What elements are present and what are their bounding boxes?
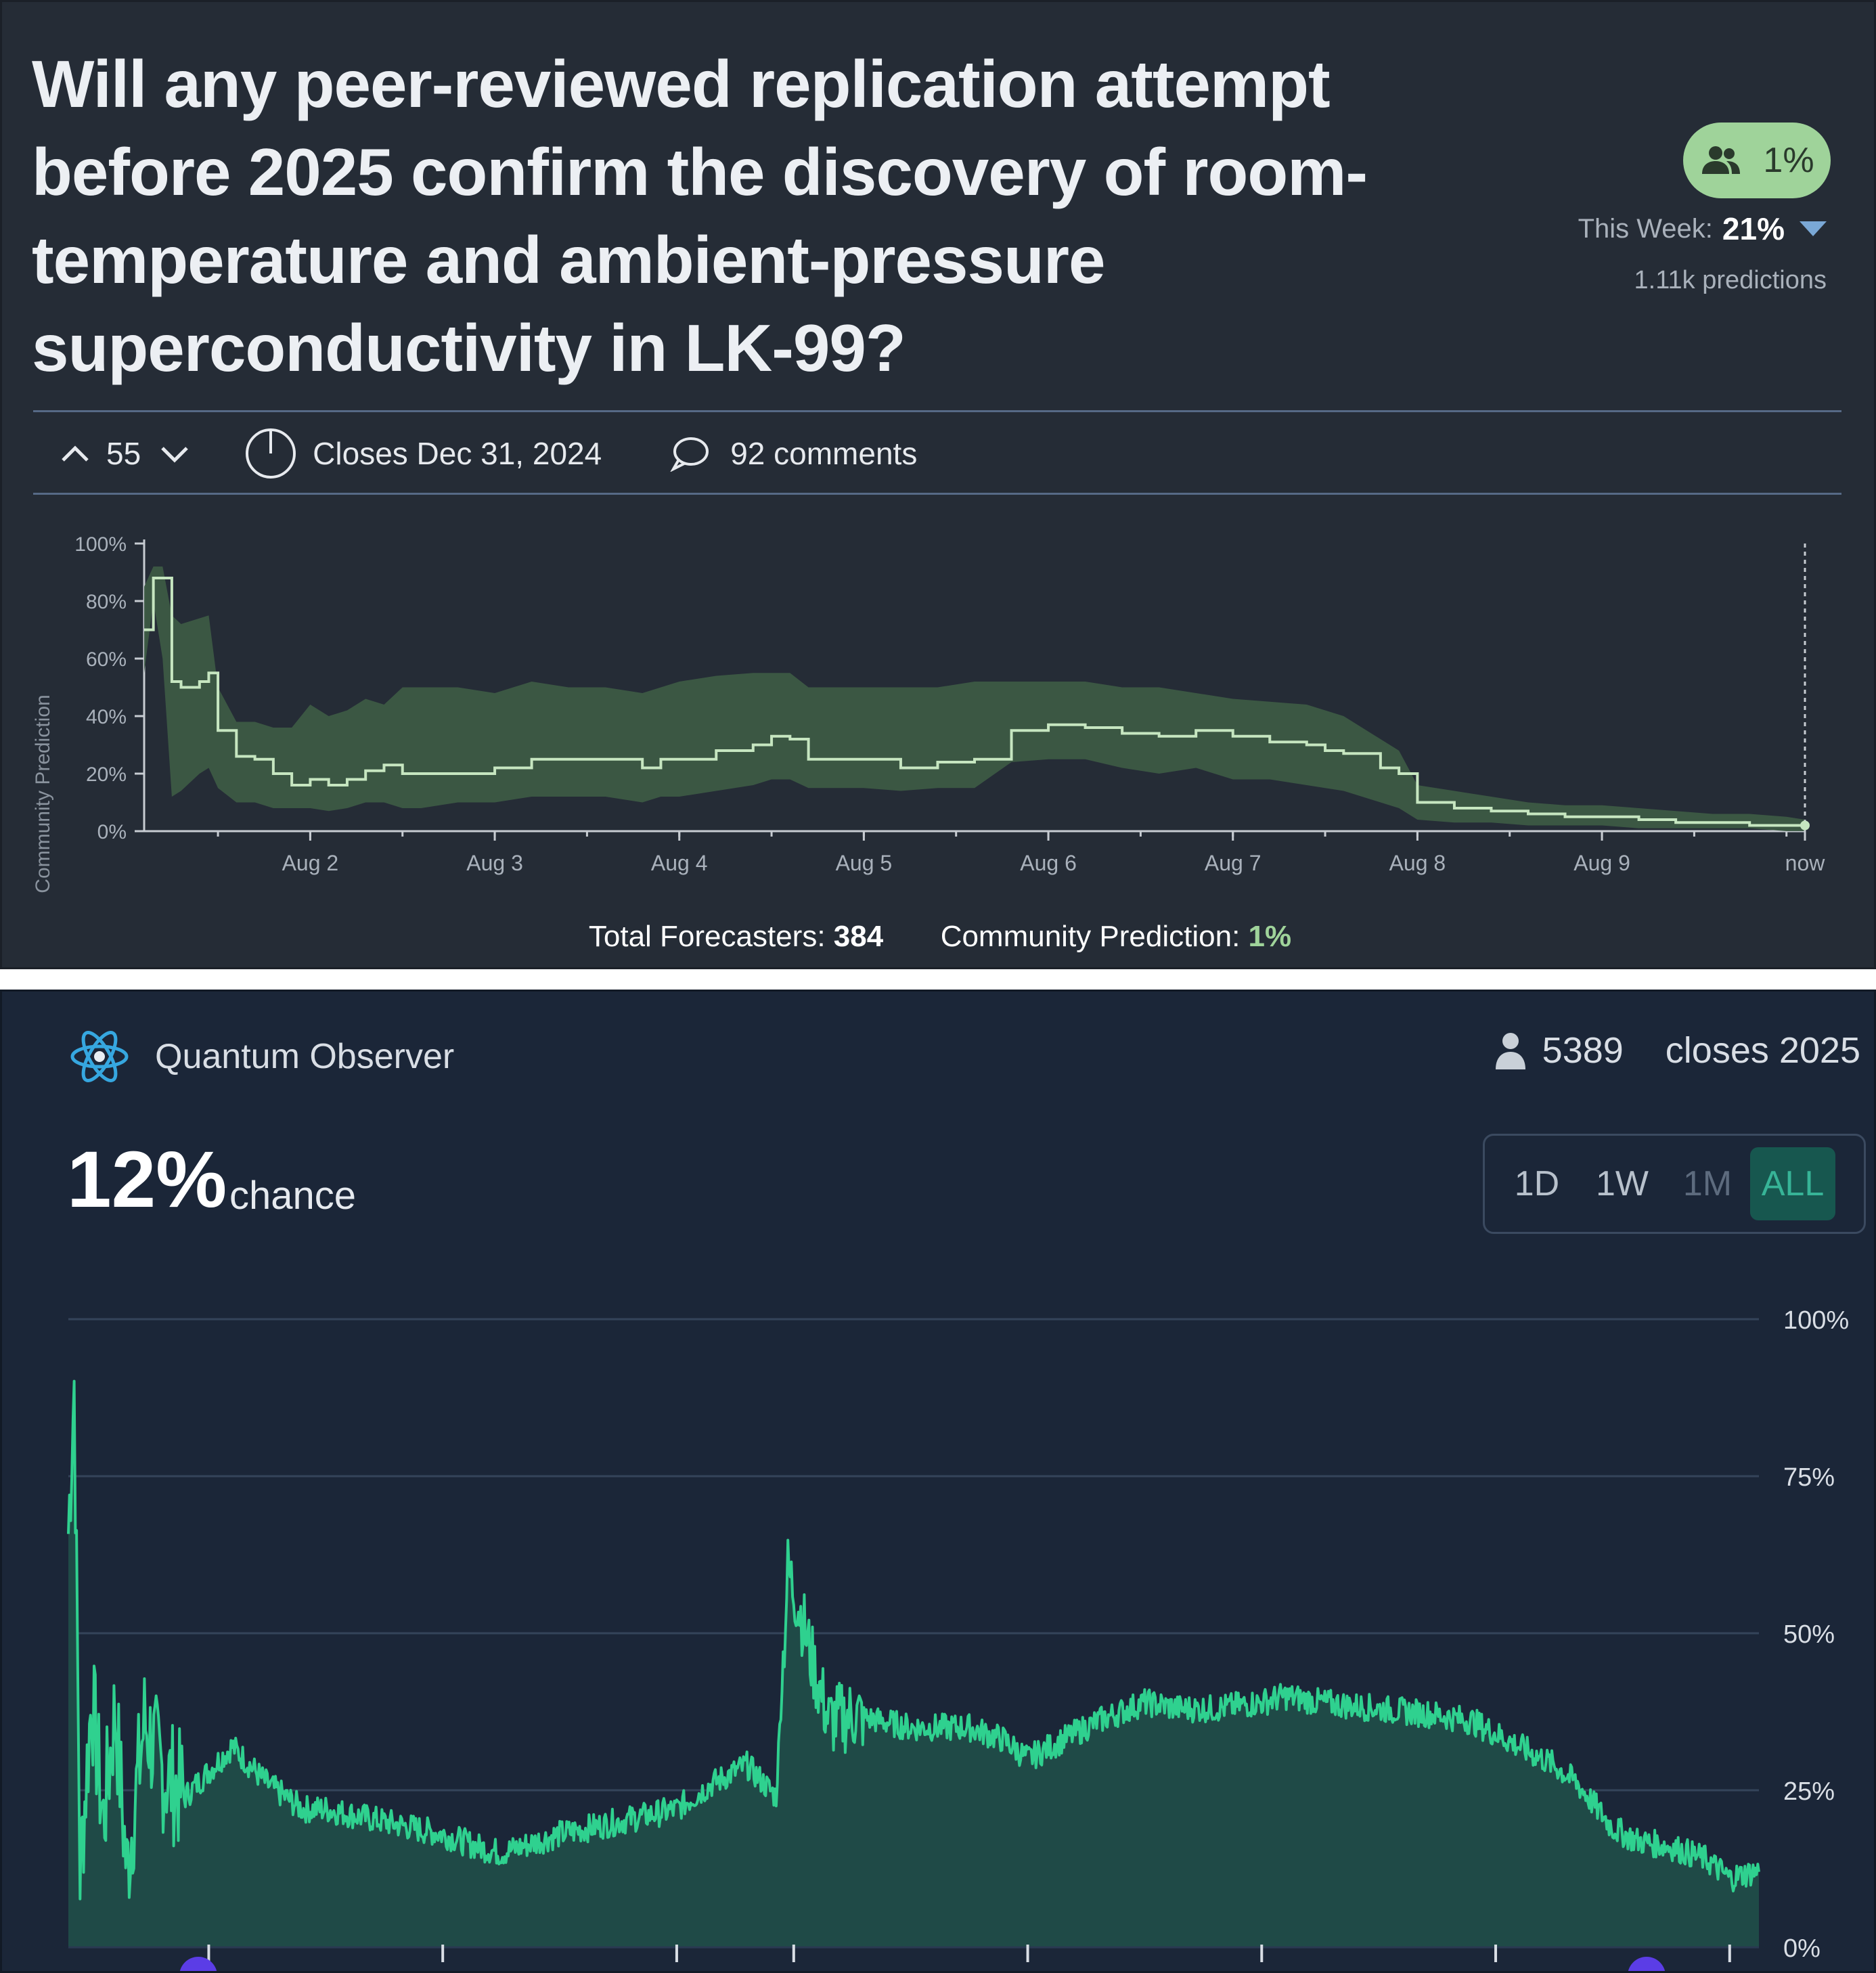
y-tick-label: 100% bbox=[74, 533, 127, 556]
week-change: This Week: 21% bbox=[1578, 210, 1827, 247]
y-tick-label: 25% bbox=[1783, 1777, 1835, 1806]
close-date-group: Closes Dec 31, 2024 bbox=[244, 426, 602, 481]
y-tick-label: 40% bbox=[86, 706, 127, 728]
range-1m-button[interactable]: 1M bbox=[1682, 1164, 1733, 1203]
comments-group[interactable]: 92 comments bbox=[669, 435, 917, 472]
probability-line bbox=[67, 1379, 1760, 1901]
observer-panel: Quantum Observer 5389 closes 2025 12% ch… bbox=[0, 990, 1876, 1973]
week-label: This Week: bbox=[1578, 213, 1713, 244]
badge-value: 1% bbox=[1763, 141, 1814, 180]
confidence-band bbox=[144, 567, 1805, 831]
x-tick-label: Aug 3 bbox=[466, 851, 523, 875]
range-1w-button[interactable]: 1W bbox=[1596, 1164, 1649, 1203]
range-selector: 1D 1W 1M ALL bbox=[1483, 1134, 1866, 1234]
range-all-button[interactable]: ALL bbox=[1750, 1147, 1835, 1220]
comments-count: 92 comments bbox=[730, 436, 918, 471]
question-meta: 55 Closes Dec 31, 2024 92 comments bbox=[33, 423, 917, 484]
range-1d-button[interactable]: 1D bbox=[1514, 1164, 1560, 1203]
y-tick-label: 75% bbox=[1783, 1463, 1835, 1492]
vote-count: 55 bbox=[106, 436, 141, 471]
observer-stats: 5389 closes 2025 bbox=[1494, 1029, 1860, 1071]
brand[interactable]: Quantum Observer bbox=[68, 1025, 454, 1088]
downvote-chevron-icon[interactable] bbox=[154, 440, 195, 467]
week-value: 21% bbox=[1722, 211, 1785, 246]
users-icon bbox=[1702, 146, 1741, 174]
x-tick-label: Aug 6 bbox=[1020, 851, 1077, 875]
community-prediction-chart[interactable]: Community Prediction 0% 20% 40% 60% 80% 100% A… bbox=[2, 516, 1874, 895]
forecasters-value: 384 bbox=[833, 920, 884, 953]
y-tick-label: 0% bbox=[97, 821, 127, 843]
y-axis-label: Community Prediction bbox=[32, 694, 54, 893]
x-tick-label: Aug 5 bbox=[836, 851, 893, 875]
divider-bottom bbox=[33, 493, 1841, 495]
event-marker bbox=[179, 1957, 217, 1971]
metaculus-panel: Will any peer-reviewed replication attem… bbox=[0, 0, 1876, 969]
chance-label: chance bbox=[229, 1174, 357, 1218]
prediction-count: 1.11k predictions bbox=[1634, 266, 1827, 294]
y-tick-label: 100% bbox=[1783, 1306, 1849, 1335]
forecasters-label: Total Forecasters: bbox=[588, 920, 826, 953]
comment-bubble-icon bbox=[670, 437, 709, 472]
person-icon bbox=[1495, 1033, 1525, 1069]
y-tick-label: 80% bbox=[86, 591, 127, 613]
x-tick-label: Aug 2 bbox=[282, 851, 339, 875]
community-prediction-line bbox=[144, 577, 1805, 827]
y-tick-label: 20% bbox=[86, 763, 127, 786]
x-tick-label: Aug 9 bbox=[1573, 851, 1630, 875]
vote-group: 55 bbox=[33, 435, 195, 472]
y-tick-label: 50% bbox=[1783, 1620, 1835, 1649]
chart-footer: Total Forecasters: 384 Community Predict… bbox=[2, 920, 1876, 954]
community-value: 1% bbox=[1248, 920, 1292, 953]
down-triangle-icon bbox=[1800, 221, 1827, 236]
divider-top bbox=[33, 410, 1841, 412]
x-tick-label: now bbox=[1785, 851, 1826, 875]
brand-name: Quantum Observer bbox=[155, 1037, 455, 1076]
community-badge[interactable]: 1% bbox=[1683, 123, 1831, 198]
observer-closes: closes 2025 bbox=[1665, 1030, 1860, 1071]
x-tick-label: Aug 7 bbox=[1205, 851, 1261, 875]
probability-area bbox=[68, 1381, 1759, 1947]
y-tick-label: 0% bbox=[1783, 1934, 1821, 1963]
question-title[interactable]: Will any peer-reviewed replication attem… bbox=[32, 47, 1368, 385]
event-marker bbox=[1628, 1957, 1666, 1971]
upvote-chevron-icon[interactable] bbox=[55, 440, 95, 467]
close-date: Closes Dec 31, 2024 bbox=[313, 436, 602, 471]
observer-probability-chart[interactable]: 0%25%50%75%100%Thu 27Sat 29Mon 31AugustT… bbox=[2, 1262, 1874, 1973]
trader-count: 5389 bbox=[1542, 1030, 1624, 1071]
atom-icon bbox=[70, 1031, 129, 1082]
x-tick-label: Aug 8 bbox=[1389, 851, 1446, 875]
clock-icon bbox=[246, 428, 296, 479]
community-label: Community Prediction: bbox=[940, 920, 1241, 953]
y-tick-label: 60% bbox=[86, 648, 127, 671]
x-tick-label: Aug 4 bbox=[651, 851, 708, 875]
big-percentage: 12% bbox=[67, 1135, 227, 1224]
current-point bbox=[1800, 820, 1810, 830]
